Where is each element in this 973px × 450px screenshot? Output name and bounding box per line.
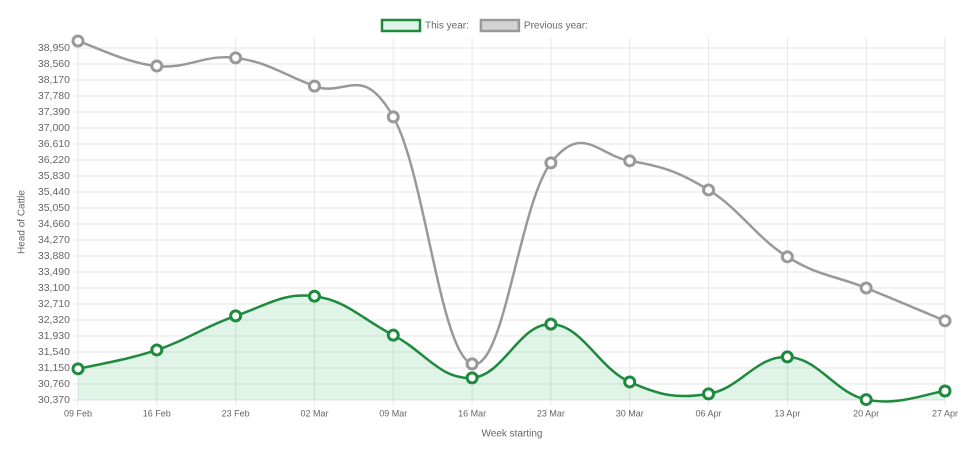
point [938,314,952,328]
y-tick-label: 38,950 [38,42,70,54]
legend-swatch [380,18,422,33]
x-tick-label: 09 Feb [64,408,92,418]
point [465,371,479,385]
point [150,59,164,73]
point [150,343,164,357]
line [77,39,946,366]
x-tick-label: 02 Mar [300,408,328,418]
y-tick-label: 33,100 [38,282,70,294]
y-tick-label: 36,220 [38,154,70,166]
point [702,387,716,401]
point [859,393,873,407]
legend-swatch [479,18,521,33]
point [386,328,400,342]
y-tick-label: 32,320 [38,314,70,326]
point [465,357,479,371]
point [702,183,716,197]
y-tick-label: 30,370 [38,394,70,406]
y-tick-label: 32,710 [38,298,70,310]
point [544,156,558,170]
x-tick-label: 16 Mar [458,408,486,418]
grid [73,37,946,405]
y-tick-label: 38,560 [38,58,70,70]
point [71,362,85,376]
y-tick-label: 31,930 [38,330,70,342]
point [307,79,321,93]
point [229,51,243,65]
point [229,309,243,323]
y-tick-label: 37,000 [38,122,70,134]
point [544,317,558,331]
area [78,295,945,402]
point [859,281,873,295]
y-tick-label: 31,150 [38,362,70,374]
y-tick-label: 34,660 [38,218,70,230]
point [623,154,637,168]
x-axis-label: Week starting [482,429,543,440]
x-tick-label: 09 Mar [379,408,407,418]
x-tick-label: 30 Mar [616,408,644,418]
point [780,350,794,364]
x-tick-label: 06 Apr [696,408,722,418]
x-tick-label: 13 Apr [774,408,800,418]
x-tick-label: 23 Mar [537,408,565,418]
y-tick-label: 38,170 [38,74,70,86]
y-axis-label: Head of Cattle [17,190,28,254]
x-tick-label: 20 Apr [853,408,879,418]
y-tick-label: 37,780 [38,90,70,102]
y-tick-label: 33,880 [38,250,70,262]
y-tick-label: 37,390 [38,106,70,118]
x-tick-label: 27 Apr [932,408,958,418]
y-tick-label: 31,540 [38,346,70,358]
x-tick-label: 23 Feb [222,408,250,418]
point [71,34,85,48]
point [623,375,637,389]
point [307,289,321,303]
y-tick-label: 30,760 [38,378,70,390]
point [780,250,794,264]
y-tick-label: 35,440 [38,186,70,198]
y-tick-label: 35,830 [38,170,70,182]
y-tick-label: 36,610 [38,138,70,150]
y-tick-label: 34,270 [38,234,70,246]
x-tick-label: 16 Feb [143,408,171,418]
point [386,110,400,124]
point [938,384,952,398]
legend-label: Previous year: [524,21,588,32]
legend-label: This year: [425,21,469,32]
y-tick-label: 33,490 [38,266,70,278]
y-tick-label: 35,050 [38,202,70,214]
